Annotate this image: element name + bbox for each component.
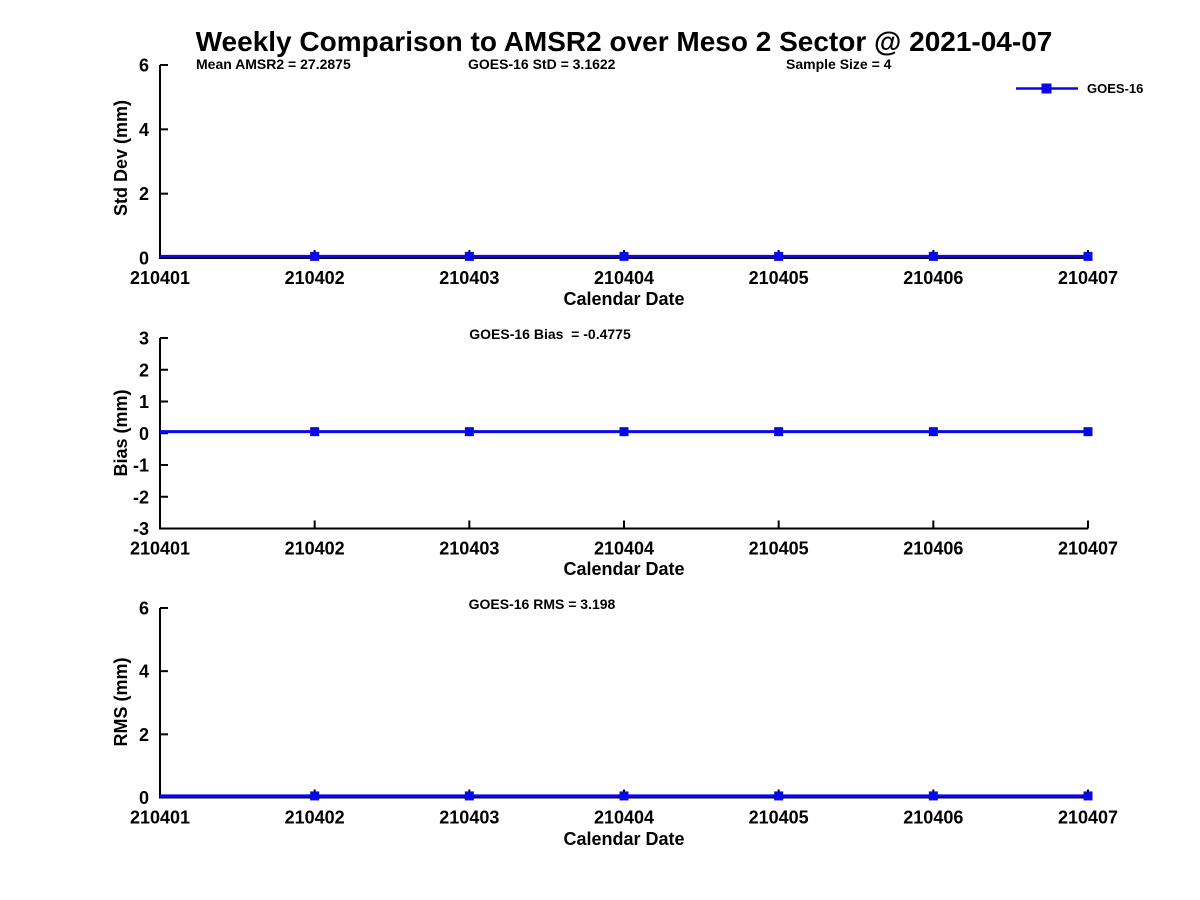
legend-marker-icon [1041, 83, 1052, 94]
x-tick-label: 210402 [285, 539, 345, 559]
x-tick-label: 210401 [130, 268, 190, 288]
x-tick-label: 210402 [285, 268, 345, 288]
x-tick-label: 210401 [130, 808, 190, 828]
data-point-marker [774, 251, 784, 261]
x-tick-label: 210404 [594, 268, 654, 288]
y-tick-label: -1 [133, 456, 149, 476]
annotation-goes16-std: GOES-16 StD = 3.1622 [468, 56, 616, 72]
y-tick-label: 0 [139, 788, 149, 808]
y-tick-label: -3 [133, 519, 149, 539]
data-point-marker [310, 427, 320, 437]
xlabel-calendar-date-1: Calendar Date [563, 289, 685, 309]
data-point-marker [619, 791, 629, 801]
annotation-sample-size: Sample Size = 4 [786, 56, 892, 72]
y-tick-label: 0 [139, 424, 149, 444]
x-tick-label: 210407 [1058, 539, 1118, 559]
y-tick-label: 1 [139, 392, 149, 412]
y-tick-label: 4 [139, 662, 149, 682]
x-tick-label: 210407 [1058, 808, 1118, 828]
y-tick-label: 3 [139, 329, 149, 349]
legend-label: GOES-16 [1087, 81, 1144, 96]
x-tick-label: 210405 [749, 539, 809, 559]
data-point-marker [464, 251, 474, 261]
data-point-marker [928, 791, 938, 801]
x-tick-label: 210404 [594, 808, 654, 828]
y-tick-label: -2 [133, 487, 149, 507]
data-point-marker [310, 791, 320, 801]
y-tick-label: 2 [139, 725, 149, 745]
y-tick-label: 0 [139, 249, 149, 269]
data-point-marker [1083, 427, 1093, 437]
axis-frame-std-dev-vs-date [159, 65, 1088, 259]
x-tick-label: 210401 [130, 539, 190, 559]
data-point-marker [774, 427, 784, 437]
x-tick-label: 210402 [285, 808, 345, 828]
y-tick-label: 6 [139, 599, 149, 619]
x-tick-label: 210403 [439, 808, 499, 828]
data-point-marker [1083, 791, 1093, 801]
data-point-marker [619, 427, 629, 437]
data-point-marker [774, 791, 784, 801]
data-point-marker [464, 427, 474, 437]
x-tick-label: 210404 [594, 539, 654, 559]
data-point-marker [464, 791, 474, 801]
annotation-mean-amsr2: Mean AMSR2 = 27.2875 [196, 56, 351, 72]
x-tick-label: 210403 [439, 268, 499, 288]
y-tick-label: 6 [139, 56, 149, 76]
y-tick-label: 2 [139, 360, 149, 380]
data-point-marker [928, 251, 938, 261]
ylabel-bias: Bias (mm) [111, 389, 131, 477]
y-tick-label: 4 [139, 120, 149, 140]
data-point-marker [928, 427, 938, 437]
axis-frame-rms-vs-date [159, 608, 1088, 799]
chart-title: Weekly Comparison to AMSR2 over Meso 2 S… [195, 26, 1053, 57]
x-tick-label: 210406 [903, 268, 963, 288]
x-tick-label: 210403 [439, 539, 499, 559]
xlabel-calendar-date-2: Calendar Date [563, 559, 685, 579]
x-tick-label: 210405 [749, 808, 809, 828]
annotation-goes16-rms: GOES-16 RMS = 3.198 [468, 596, 616, 612]
ylabel-rms: RMS (mm) [111, 657, 131, 747]
ylabel-std-dev: Std Dev (mm) [111, 100, 131, 217]
data-point-marker [310, 251, 320, 261]
xlabel-calendar-date-3: Calendar Date [563, 829, 685, 849]
annotation-goes16-bias: GOES-16 Bias = -0.4775 [469, 326, 631, 342]
x-tick-label: 210406 [903, 808, 963, 828]
x-tick-label: 210407 [1058, 268, 1118, 288]
data-point-marker [1083, 251, 1093, 261]
data-point-marker [619, 251, 629, 261]
x-tick-label: 210405 [749, 268, 809, 288]
y-tick-label: 2 [139, 184, 149, 204]
x-tick-label: 210406 [903, 539, 963, 559]
